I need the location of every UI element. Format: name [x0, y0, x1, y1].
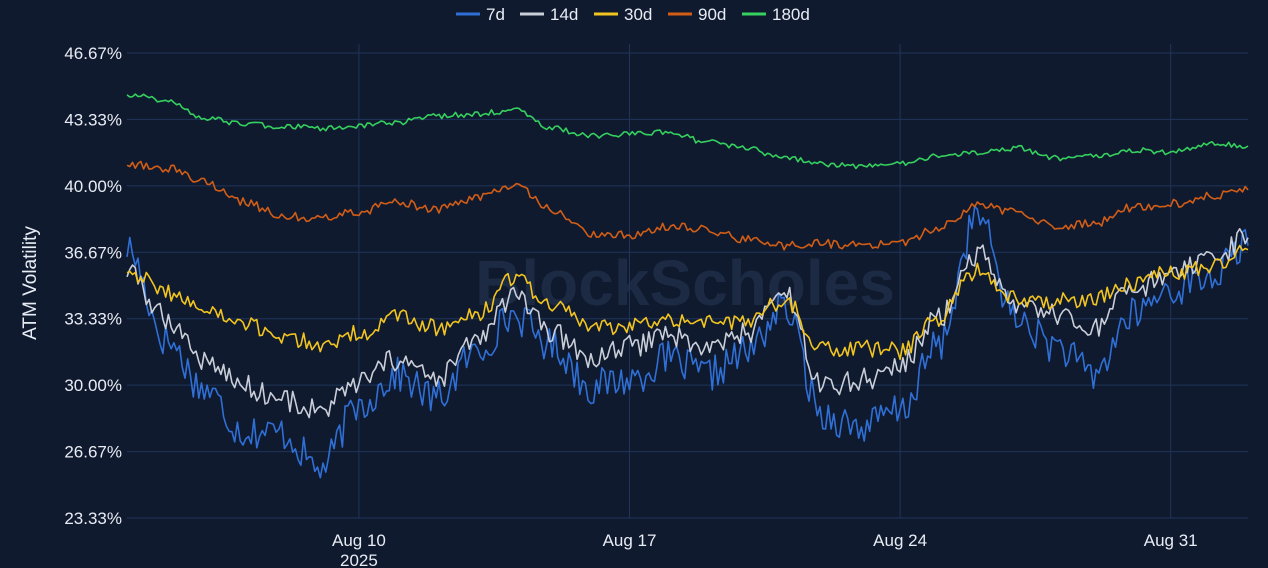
legend-item-7d[interactable]: 7d [456, 5, 505, 24]
legend-label: 30d [624, 5, 652, 24]
y-tick-label: 40.00% [64, 177, 122, 196]
series-line-180d [126, 93, 1249, 170]
y-tick-label: 23.33% [64, 509, 122, 528]
series-line-7d [126, 205, 1249, 479]
y-axis-ticks: 23.33% 26.67% 30.00% 33.33% 36.67% 40.00% 43.3… [64, 44, 122, 528]
x-tick-label: Aug 24 [873, 531, 927, 550]
y-tick-label: 36.67% [64, 243, 122, 262]
series-line-14d [126, 228, 1249, 419]
legend-label: 90d [698, 5, 726, 24]
x-tick-label: Aug 17 [603, 531, 657, 550]
x-tick-label: Aug 10 [332, 531, 386, 550]
y-tick-label: 30.00% [64, 376, 122, 395]
legend-item-14d[interactable]: 14d [520, 5, 578, 24]
y-tick-label: 33.33% [64, 310, 122, 329]
series-line-90d [126, 160, 1249, 251]
legend-item-180d[interactable]: 180d [742, 5, 810, 24]
legend-label: 180d [772, 5, 810, 24]
legend-label: 14d [550, 5, 578, 24]
legend-label: 7d [486, 5, 505, 24]
y-tick-label: 43.33% [64, 110, 122, 129]
grid [127, 44, 1248, 519]
y-tick-label: 46.67% [64, 44, 122, 63]
x-tick-label: Aug 31 [1144, 531, 1198, 550]
x-tick-year-label: 2025 [340, 551, 378, 568]
y-tick-label: 26.67% [64, 443, 122, 462]
watermark-text: BlockScholes [475, 247, 895, 319]
legend-item-90d[interactable]: 90d [668, 5, 726, 24]
series-line-30d [126, 244, 1249, 361]
y-axis-title: ATM Volatility [20, 226, 41, 340]
series-lines [126, 93, 1249, 479]
legend-item-30d[interactable]: 30d [594, 5, 652, 24]
legend[interactable]: 7d 14d 30d 90d 180d [456, 5, 810, 24]
